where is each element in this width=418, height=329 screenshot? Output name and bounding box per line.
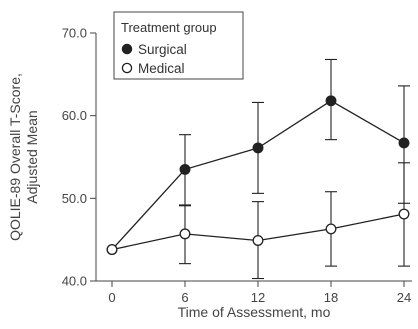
- y-tick-label: 60.0: [62, 108, 87, 123]
- y-tick-label: 70.0: [62, 26, 87, 41]
- y-axis-title-line-2: Adjusted Mean: [24, 110, 40, 203]
- data-point-medical: [325, 223, 337, 235]
- y-axis-title-line-1: QOLIE-89 Overall T-Score,: [7, 73, 23, 241]
- data-point-surgical: [179, 163, 191, 175]
- x-tick-label: 12: [251, 290, 265, 305]
- data-point-medical: [252, 235, 264, 246]
- x-tick-label: 18: [324, 290, 338, 305]
- plot-area: [106, 58, 410, 280]
- data-point-surgical: [252, 142, 264, 154]
- legend-marker-surgical: [121, 43, 133, 55]
- x-axis-title: Time of Assessment, mo: [178, 304, 331, 320]
- legend-label-medical: Medical: [138, 61, 185, 76]
- legend-title: Treatment group: [121, 20, 217, 35]
- x-tick-label: 24: [397, 290, 411, 305]
- data-point-medical: [179, 228, 191, 240]
- data-point-medical: [398, 208, 410, 220]
- legend-marker-medical: [121, 62, 133, 74]
- legend: Treatment group Surgical Medical: [113, 11, 244, 80]
- data-point-surgical: [398, 137, 410, 149]
- legend-box: [113, 11, 244, 80]
- y-tick-label: 50.0: [62, 191, 87, 206]
- x-ticks: 0 6 12 18 24: [108, 281, 411, 305]
- legend-label-surgical: Surgical: [138, 42, 187, 57]
- data-point-medical: [106, 244, 118, 256]
- x-tick-label: 6: [181, 290, 188, 305]
- data-point-surgical: [325, 95, 337, 107]
- x-tick-label: 0: [108, 290, 115, 305]
- y-tick-label: 40.0: [62, 274, 87, 289]
- y-ticks: 40.0 50.0 60.0 70.0: [62, 26, 96, 289]
